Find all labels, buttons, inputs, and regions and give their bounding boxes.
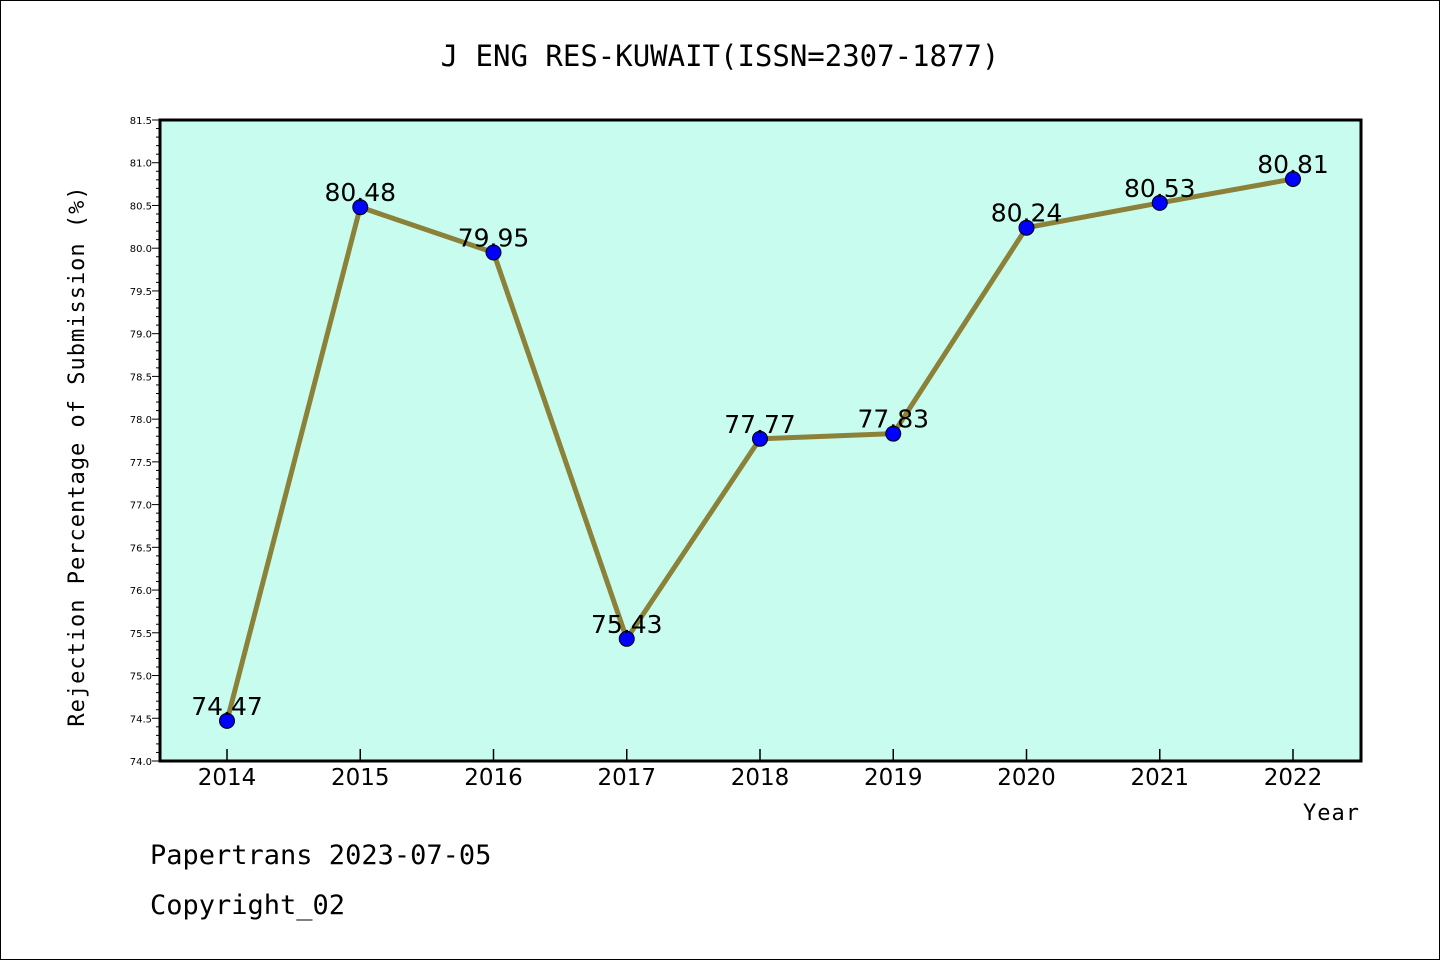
plot-border [158,118,1363,763]
data-label: 80.81 [1257,150,1329,179]
y-tick-label: 81.5 [130,116,152,127]
x-tick-label: 2015 [331,765,390,791]
y-tick-label: 77.0 [130,501,152,512]
y-tick-label: 80.5 [130,201,152,212]
data-point [1018,219,1035,236]
footer-copyright: Copyright_02 [150,890,345,921]
y-tick-label: 75.0 [130,672,152,683]
data-point [352,199,369,216]
data-label: 80.48 [324,178,396,207]
data-label: 79.95 [458,223,530,252]
y-tick-label: 81.0 [130,159,152,170]
y-tick-label: 79.5 [130,287,152,298]
data-label: 77.83 [857,405,929,434]
y-tick-label: 79.0 [130,330,152,341]
x-axis-label: Year [1303,801,1360,826]
data-point [618,630,635,647]
x-tick-label: 2017 [597,765,656,791]
x-tick-label: 2021 [1130,765,1189,791]
y-tick-label: 76.0 [130,586,152,597]
y-tick-label: 74.0 [130,757,152,768]
x-tick-label: 2018 [731,765,790,791]
y-axis: 74.0 74.5 75.0 75.5 76.0 76.5 77.0 77.5 78.0 78.5… [130,116,160,768]
x-tick-label: 2022 [1264,765,1323,791]
data-label: 75.43 [591,610,663,639]
data-label: 80.24 [991,199,1063,228]
data-series: 74.47 80.48 79.95 75.43 77.77 77.83 80.24 80.53… [191,150,1329,729]
data-point [485,244,502,261]
data-point [752,430,768,447]
x-tick-label: 2014 [198,765,257,791]
y-tick-label: 78.5 [130,372,152,383]
y-tick-label: 78.0 [130,415,152,426]
y-tick-label: 77.5 [130,458,152,469]
x-tick-label: 2016 [464,765,523,791]
x-axis: 2014 2015 2016 2017 2018 2019 2020 2021 2022 [198,749,1323,791]
y-tick-label: 80.0 [130,244,152,255]
data-label: 77.77 [724,410,796,439]
y-tick-label: 74.5 [130,714,152,725]
data-point [1285,170,1301,187]
x-tick-label: 2020 [997,765,1056,791]
data-point [1151,194,1168,211]
data-point [219,712,235,729]
x-tick-label: 2019 [864,765,923,791]
data-point [885,425,902,442]
data-label: 74.47 [191,692,263,721]
y-tick-label: 76.5 [130,543,152,554]
chart-title: J ENG RES-KUWAIT(ISSN=2307-1877) [441,39,1000,73]
y-axis-label: Rejection Percentage of Submission (%) [65,185,90,726]
data-label: 80.53 [1124,174,1196,203]
y-tick-label: 75.5 [130,629,152,640]
footer-date: Papertrans 2023-07-05 [150,840,491,871]
